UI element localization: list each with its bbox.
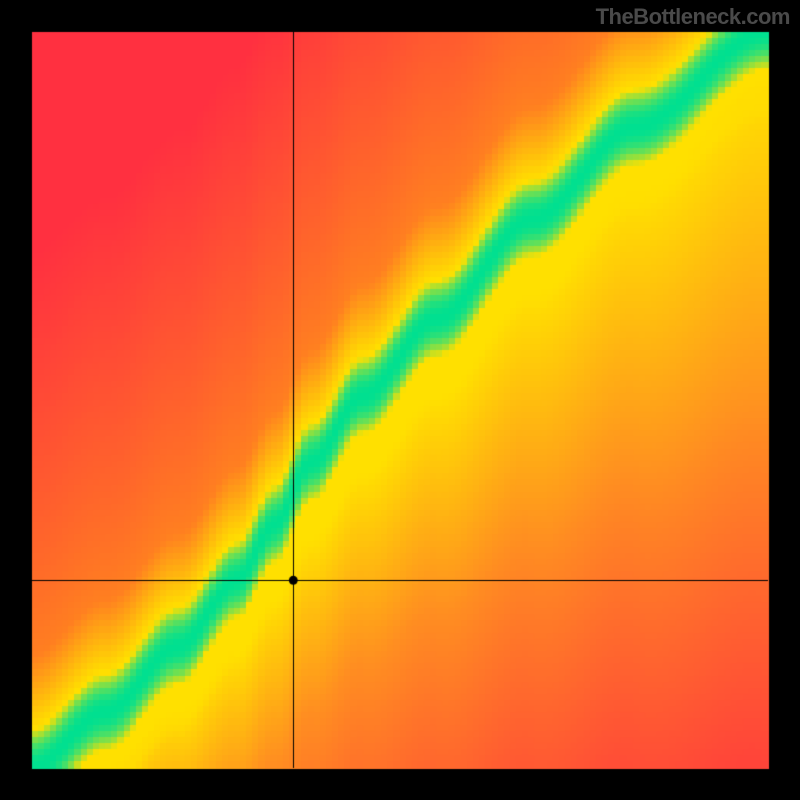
chart-container: TheBottleneck.com <box>0 0 800 800</box>
watermark-text: TheBottleneck.com <box>596 4 790 30</box>
heatmap-canvas <box>0 0 800 800</box>
